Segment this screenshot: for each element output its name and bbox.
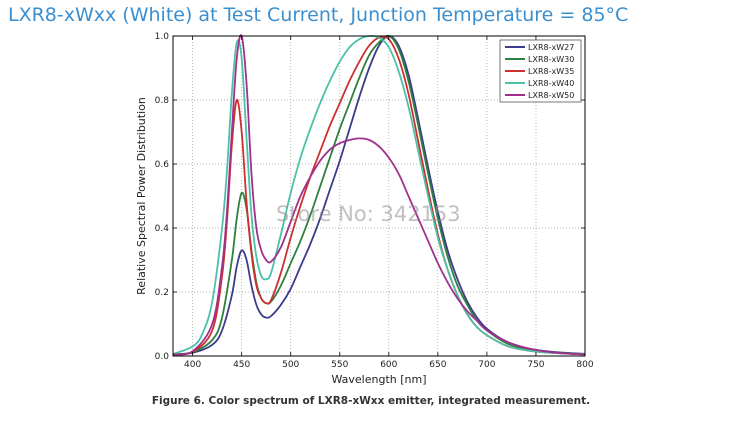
x-tick-label: 750 bbox=[527, 360, 544, 370]
watermark-text: Store No: 342153 bbox=[276, 202, 461, 226]
x-tick-label: 800 bbox=[576, 360, 593, 370]
plot-frame bbox=[172, 35, 586, 357]
y-tick-label: 0.8 bbox=[155, 96, 170, 106]
axis-ticks: 400 450 500 550 600 650 700 750 800 0.0 0.2 0.4 0.6 0… bbox=[155, 32, 594, 370]
x-tick-label: 400 bbox=[184, 360, 201, 370]
legend-label: LXR8-xW30 bbox=[528, 55, 574, 64]
series-lines bbox=[172, 34, 586, 356]
legend: LXR8-xW27 LXR8-xW30 LXR8-xW35 LXR8-xW40 LXR8… bbox=[499, 39, 582, 103]
series-line-lxr8-xw50 bbox=[172, 34, 586, 356]
x-tick-label: 450 bbox=[233, 360, 250, 370]
series-line-lxr8-xw30 bbox=[172, 34, 586, 356]
series-line-lxr8-xw40 bbox=[172, 34, 586, 356]
chart-title: LXR8-xWxx (White) at Test Current, Junct… bbox=[8, 4, 629, 26]
x-tick-label: 600 bbox=[380, 360, 397, 370]
legend-label: LXR8-xW27 bbox=[528, 43, 574, 52]
x-axis-label: Wavelength [nm] bbox=[331, 373, 426, 386]
series-line-lxr8-xw27 bbox=[172, 35, 586, 356]
legend-label: LXR8-xW35 bbox=[528, 67, 574, 76]
x-tick-label: 700 bbox=[478, 360, 495, 370]
y-axis-label: Relative Spectral Power Distribution bbox=[135, 97, 148, 295]
y-tick-label: 0.0 bbox=[155, 352, 170, 362]
y-tick-label: 0.4 bbox=[155, 224, 170, 234]
x-tick-label: 650 bbox=[429, 360, 446, 370]
y-tick-label: 0.6 bbox=[155, 160, 170, 170]
y-tick-label: 0.2 bbox=[155, 288, 169, 298]
legend-label: LXR8-xW40 bbox=[528, 79, 574, 88]
x-tick-label: 550 bbox=[331, 360, 348, 370]
y-tick-label: 1.0 bbox=[155, 32, 170, 42]
figure-caption: Figure 6. Color spectrum of LXR8-xWxx em… bbox=[151, 395, 591, 407]
legend-label: LXR8-xW50 bbox=[528, 91, 574, 100]
x-tick-label: 500 bbox=[282, 360, 299, 370]
